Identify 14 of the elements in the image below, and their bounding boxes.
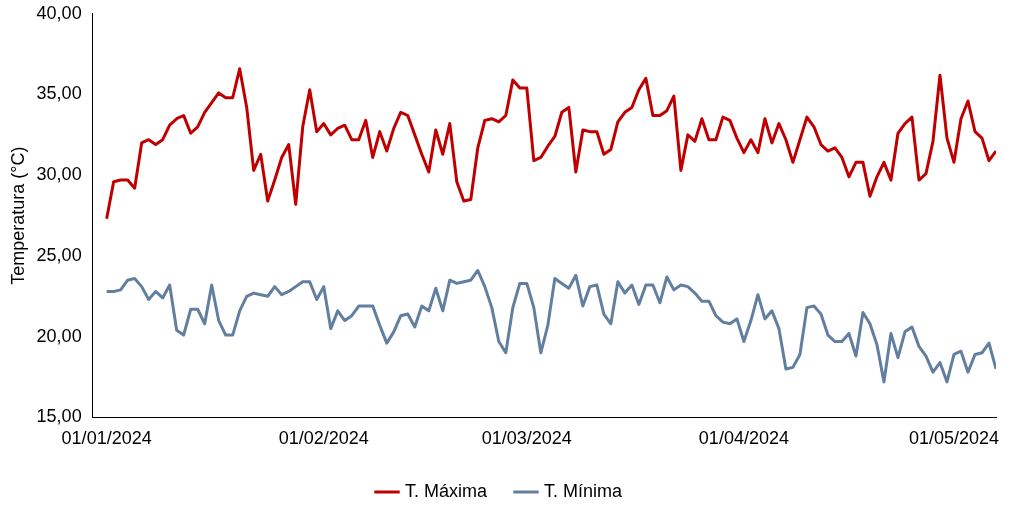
y-axis-title: Temperatura (°C) — [7, 146, 28, 285]
x-tick-label: 01/04/2024 — [698, 428, 789, 449]
x-tick-label: 01/01/2024 — [61, 428, 152, 449]
y-tick-label: 35,00 — [36, 83, 82, 104]
y-tick-label: 40,00 — [36, 2, 82, 23]
y-tick-label: 15,00 — [36, 406, 82, 427]
x-tick-label: 01/05/2024 — [908, 428, 1000, 449]
y-tick-label: 25,00 — [36, 244, 82, 265]
x-tick-label: 01/03/2024 — [481, 428, 572, 449]
legend-label: T. Mínima — [544, 480, 623, 501]
legend-label: T. Máxima — [404, 480, 488, 501]
y-tick-label: 30,00 — [36, 164, 82, 185]
y-tick-label: 20,00 — [36, 325, 82, 346]
x-tick-label: 01/02/2024 — [278, 428, 369, 449]
